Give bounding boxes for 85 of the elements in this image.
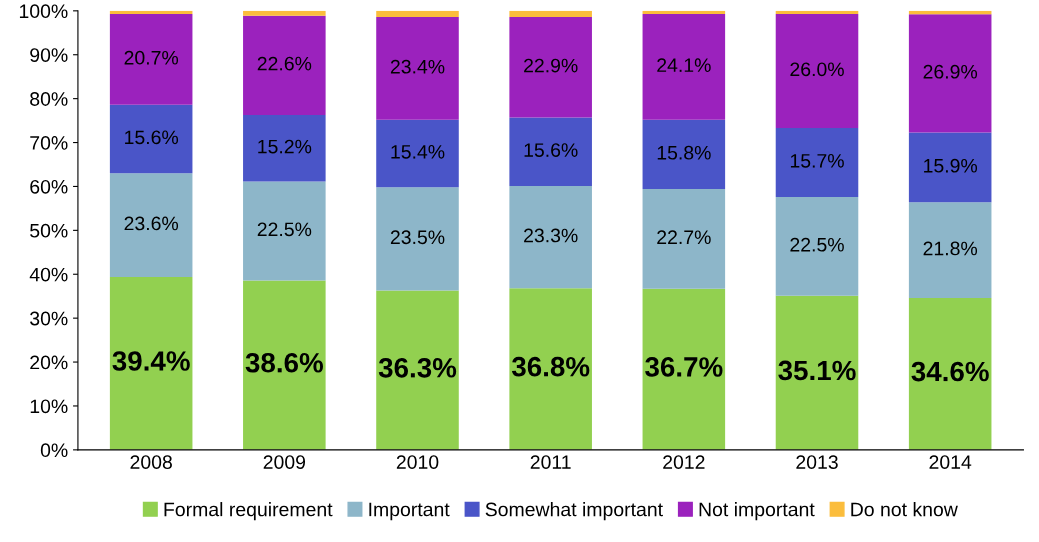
data-label: 36.8% — [511, 356, 590, 377]
bar — [376, 187, 459, 291]
bar — [109, 10, 193, 14]
data-label: 15.9% — [924, 158, 978, 173]
data-label: 15.4% — [391, 145, 445, 159]
bar — [509, 117, 592, 187]
bar — [109, 104, 193, 174]
legend-label: Somewhat important — [485, 502, 663, 521]
data-label: 22.6% — [257, 56, 312, 71]
legend-label: Do not know — [851, 502, 958, 517]
data-label: 23.3% — [524, 228, 578, 243]
bar — [243, 114, 326, 182]
bar — [642, 119, 726, 190]
data-label: 23.5% — [390, 230, 445, 245]
bar — [908, 132, 992, 203]
bar — [509, 288, 592, 450]
bar — [775, 295, 859, 450]
data-label: 15.7% — [790, 154, 844, 168]
bar — [642, 288, 726, 450]
legend-label: Formal requirement — [164, 502, 333, 521]
bar — [775, 128, 859, 197]
bar — [109, 173, 193, 277]
data-label: 35.1% — [778, 360, 856, 381]
y-tick-label: 0% — [40, 443, 68, 458]
data-label: 24.1% — [657, 58, 711, 72]
x-tick-label: 2014 — [929, 455, 972, 469]
data-label: 21.8% — [923, 241, 978, 256]
bar — [376, 10, 459, 17]
y-tick-label: 10% — [30, 399, 68, 414]
bar — [775, 196, 859, 296]
y-tick-label: 70% — [30, 136, 68, 150]
legend-label: Not important — [699, 502, 815, 521]
bar — [908, 14, 992, 133]
bar — [775, 10, 859, 14]
bar — [509, 16, 592, 118]
bar — [908, 202, 992, 298]
x-tick-label: 2012 — [663, 455, 705, 469]
data-label: 26.0% — [790, 62, 844, 77]
bar — [243, 10, 326, 16]
data-label: 22.5% — [790, 237, 844, 252]
data-label: 22.9% — [524, 58, 578, 73]
bar — [109, 13, 193, 105]
x-tick-label: 2013 — [796, 455, 838, 469]
data-label: 15.8% — [657, 145, 711, 160]
y-tick-label: 50% — [30, 223, 68, 238]
bar — [243, 15, 326, 115]
data-label: 15.2% — [258, 139, 312, 154]
data-label: 22.7% — [657, 230, 711, 245]
y-tick-label: 20% — [30, 355, 68, 370]
x-tick-label: 2009 — [263, 455, 306, 469]
data-label: 39.4% — [112, 351, 190, 371]
bar — [376, 119, 459, 188]
data-label: 34.6% — [911, 361, 989, 382]
bar — [243, 280, 326, 450]
y-tick-label: 90% — [30, 48, 68, 62]
bar — [509, 186, 592, 289]
data-label: 36.7% — [645, 357, 723, 377]
bar — [642, 189, 726, 289]
y-tick-label: 60% — [30, 179, 68, 194]
bar — [642, 13, 726, 120]
data-label: 26.9% — [923, 64, 978, 79]
data-label: 22.5% — [257, 222, 312, 237]
data-label: 20.7% — [124, 50, 179, 65]
data-label: 36.3% — [378, 357, 457, 378]
data-label: 15.6% — [125, 130, 179, 145]
y-tick-label: 80% — [30, 92, 68, 106]
x-tick-label: 2010 — [396, 455, 439, 469]
bar — [908, 297, 992, 450]
bar — [109, 276, 193, 450]
data-label: 38.6% — [245, 352, 323, 373]
y-tick-label: 40% — [29, 267, 68, 282]
bar — [243, 181, 326, 281]
bar — [642, 10, 726, 14]
y-tick-label: 100% — [19, 4, 68, 19]
data-label: 23.6% — [124, 216, 179, 231]
y-tick-label: 30% — [30, 311, 68, 326]
legend-label: Important — [369, 502, 450, 521]
data-label: 23.4% — [390, 59, 445, 74]
bar — [509, 10, 592, 17]
x-tick-label: 2011 — [530, 455, 571, 469]
data-label: 15.6% — [524, 143, 578, 157]
x-tick-label: 2008 — [130, 455, 172, 469]
bar — [376, 290, 459, 450]
bar — [775, 13, 859, 129]
bar — [376, 16, 459, 120]
